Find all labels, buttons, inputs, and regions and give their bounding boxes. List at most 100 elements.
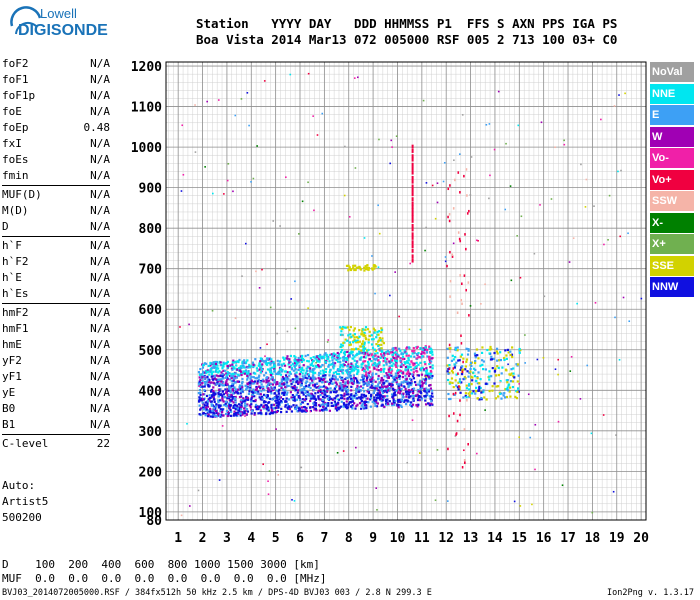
echo-point [494,367,497,370]
echo-point [354,268,357,271]
echo-point [334,406,338,409]
echo-point [376,509,378,511]
echo-point [496,359,499,362]
echo-point [371,377,374,381]
echo-point [225,409,229,413]
echo-point [386,402,390,405]
echo-point [219,374,222,377]
echo-point [366,360,370,364]
echo-point [261,363,264,366]
echo-point [366,397,369,400]
echo-point [414,394,418,398]
echo-point [397,400,400,403]
echo-point [426,373,429,376]
echo-point [373,348,376,351]
echo-point [288,358,291,361]
echo-point [218,370,221,373]
param-key: foF2 [2,57,29,70]
echo-point [519,276,522,279]
echo-point [380,397,383,400]
echo-point [465,358,469,361]
echo-point [201,406,205,409]
echo-point [376,333,379,336]
echo-point [360,393,363,396]
echo-point [406,380,409,383]
echo-point [457,231,460,234]
echo-point [280,370,283,373]
echo-point [201,381,204,385]
echo-point [386,352,389,355]
echo-point [619,235,621,238]
echo-point [220,378,223,381]
echo-point [233,375,237,378]
echo-point [511,385,515,389]
echo-point [295,386,298,389]
echo-point [479,386,482,390]
echo-point [425,370,428,373]
echo-point [197,382,201,385]
x-tick-label: 11 [414,531,430,546]
echo-point [359,396,362,399]
echo-point [363,237,366,239]
echo-point [449,250,451,254]
echo-point [366,264,369,267]
echo-point [364,328,367,331]
echo-point [355,393,358,397]
echo-point [212,363,216,366]
echo-point [234,408,237,411]
echo-point [364,326,368,329]
param-key: fxI [2,137,22,150]
echo-point [410,388,413,392]
echo-point [246,372,249,376]
echo-point [245,413,248,416]
echo-point [306,369,309,373]
echo-point [349,343,353,346]
echo-point [364,334,367,337]
echo-point [207,380,211,384]
echo-point [250,400,253,403]
echo-point [352,264,355,267]
echo-point [366,268,369,271]
echo-point [325,408,328,412]
echo-point [224,400,228,403]
echo-point [394,271,396,273]
echo-point [271,383,275,386]
echo-point [226,383,229,386]
echo-point [401,399,404,403]
echo-point [240,399,243,402]
echo-point [425,226,427,229]
echo-point [294,280,296,283]
echo-point [240,386,244,389]
echo-point [391,381,394,384]
echo-point [431,389,434,392]
param-key: fmin [2,169,29,182]
echo-point [334,381,338,384]
echo-point [246,403,249,406]
echo-point [201,371,205,374]
echo-point [214,391,217,394]
param-key: foEs [2,153,29,166]
echo-point [397,388,400,391]
echo-point [340,364,343,367]
echo-point [468,314,470,317]
echo-point [390,385,393,388]
param-value: N/A [90,370,110,383]
echo-point [262,389,266,392]
echo-point [377,374,380,378]
echo-point [371,382,374,386]
echo-point [618,94,620,96]
echo-point [229,389,232,392]
echo-point [348,353,351,356]
echo-point [263,400,266,403]
echo-point [277,406,280,409]
echo-point [461,368,464,371]
echo-point [311,374,315,377]
echo-point [463,377,466,380]
echo-point [313,371,317,374]
echo-point [280,380,284,383]
echo-point [219,410,222,413]
echo-point [297,382,300,385]
echo-point [407,365,411,369]
echo-point [380,400,383,403]
echo-point [365,400,368,404]
